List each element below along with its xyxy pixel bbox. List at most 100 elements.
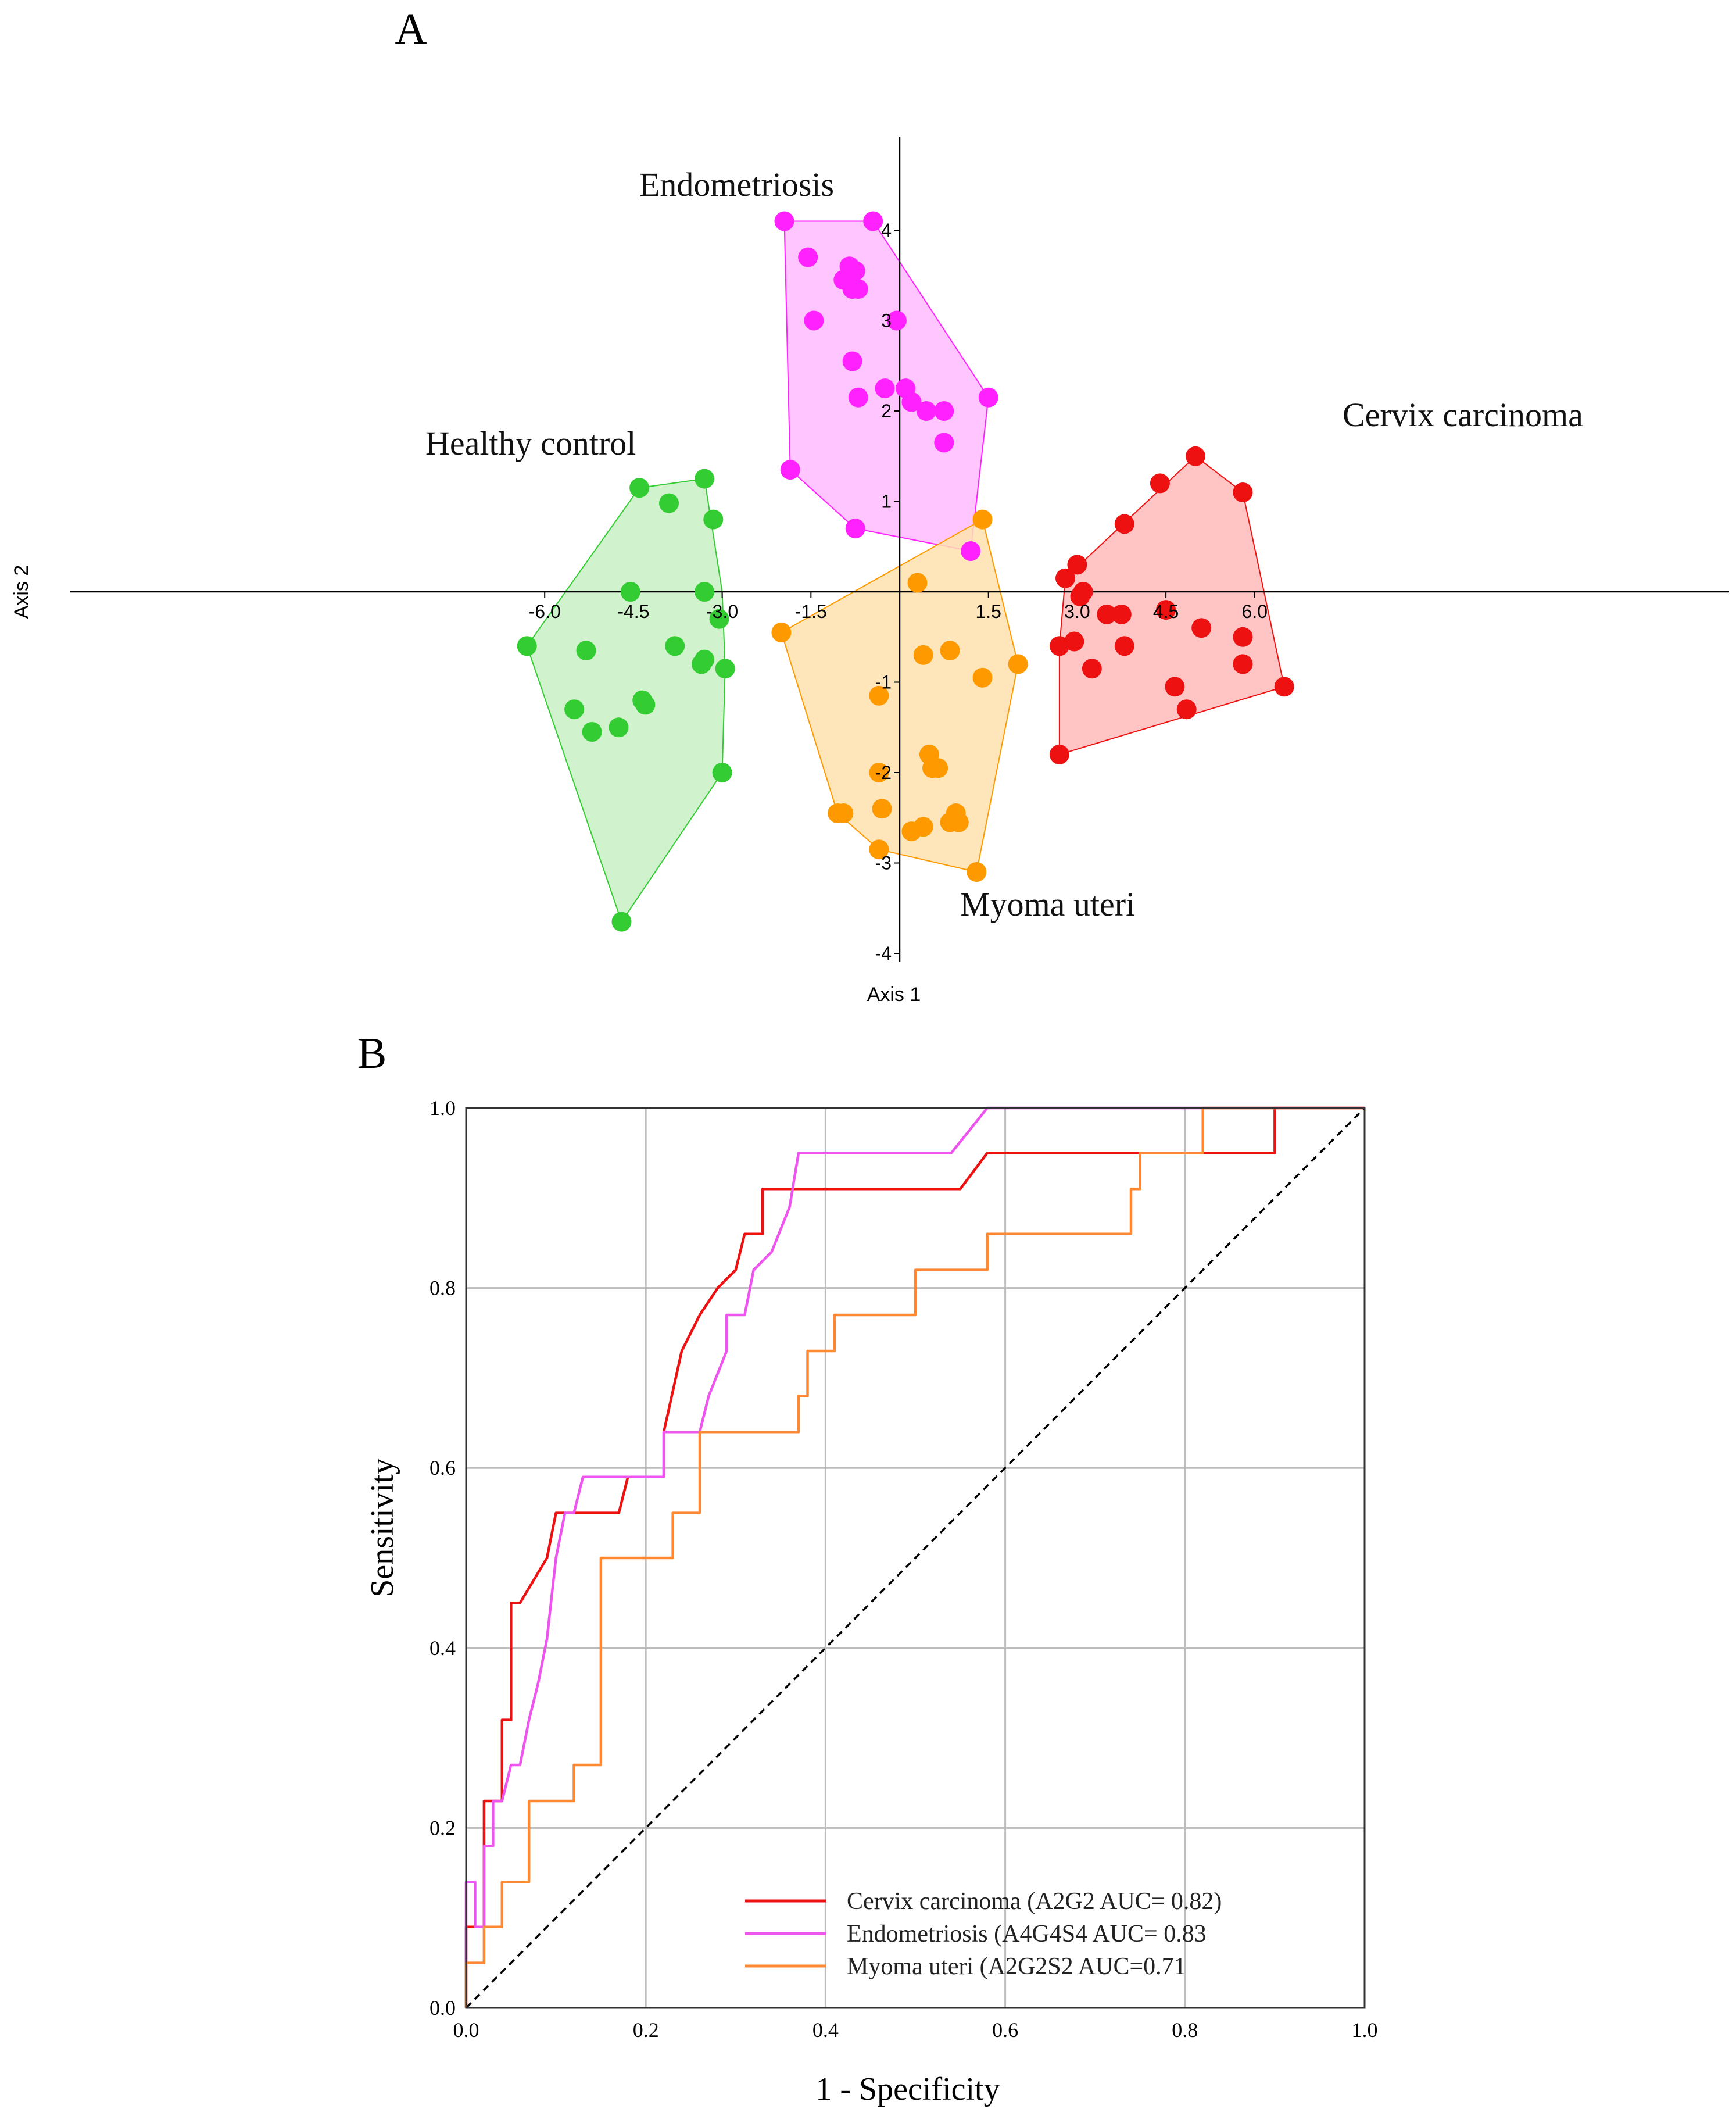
y-tick-label-a: -2 (875, 762, 892, 783)
point-myoma-uteri-14 (872, 799, 892, 819)
group-label-myoma-uteri: Myoma uteri (960, 885, 1135, 923)
tick-labels-b: 0.0 0.2 0.4 0.6 0.8 1.0 0.0 0.2 0.4 0.6 0.8 1.0 (429, 1096, 1378, 2042)
point-endometriosis-16 (934, 401, 954, 421)
hull-healthy-control (526, 478, 726, 923)
point-cervix-carcinoma-8 (1097, 604, 1117, 624)
point-endometriosis-13 (848, 387, 868, 408)
roc-curve-endometriosis (464, 1106, 1365, 2008)
y-tick-label-a: -3 (875, 853, 892, 874)
point-endometriosis-9 (886, 310, 907, 331)
point-healthy-control-5 (695, 582, 715, 602)
group-label-cervix-carcinoma: Cervix carcinoma (1343, 396, 1583, 434)
y-axis-title-a: Axis 2 (10, 565, 33, 619)
group-label-endometriosis: Endometriosis (639, 166, 834, 203)
y-tick-label-b: 0.2 (429, 1816, 456, 1839)
point-endometriosis-14 (901, 392, 922, 412)
y-tick-label-a: 3 (881, 310, 892, 331)
point-healthy-control-7 (576, 641, 596, 661)
point-healthy-control-1 (695, 469, 715, 489)
x-tick-label-b: 0.6 (992, 2018, 1018, 2042)
point-myoma-uteri-2 (771, 623, 792, 642)
point-cervix-carcinoma-14 (1064, 631, 1084, 652)
point-healthy-control-0 (629, 478, 650, 498)
y-tick-label-b: 0.8 (429, 1277, 456, 1300)
point-cervix-carcinoma-15 (1114, 636, 1134, 656)
point-endometriosis-10 (842, 351, 862, 371)
plot-frame-b (465, 1107, 1366, 2009)
point-cervix-carcinoma-7 (1070, 586, 1090, 606)
x-axis-title-b: 1 - Specificity (815, 2071, 1000, 2107)
point-healthy-control-10 (692, 654, 711, 674)
y-tick-label-b: 1.0 (429, 1096, 456, 1120)
point-endometriosis-15 (916, 401, 936, 421)
point-healthy-control-2 (659, 493, 679, 513)
x-tick-label-a: -1.5 (795, 601, 827, 622)
point-myoma-uteri-3 (913, 645, 933, 665)
point-healthy-control-14 (635, 695, 656, 715)
point-healthy-control-6 (709, 609, 729, 629)
point-cervix-carcinoma-12 (1233, 627, 1253, 647)
point-healthy-control-3 (703, 509, 724, 530)
data-points (517, 211, 1294, 932)
panel-a-pca-plot: -6.0 -4.5 -3.0 -1.5 1.5 3.0 4.5 6.0 -4 -3 -2 -1 1 2 3 4… (10, 137, 1729, 1006)
point-healthy-control-18 (517, 636, 537, 656)
point-endometriosis-18 (934, 433, 954, 453)
x-tick-label-a: 3.0 (1064, 601, 1090, 622)
point-myoma-uteri-21 (967, 862, 987, 882)
x-tick-label-a: 4.5 (1153, 601, 1179, 622)
x-tick-label-b: 0.2 (633, 2018, 659, 2042)
point-cervix-carcinoma-18 (1165, 677, 1185, 697)
y-tick-label-a: -1 (875, 672, 892, 693)
point-myoma-uteri-19 (901, 821, 922, 842)
point-endometriosis-21 (961, 541, 981, 561)
y-tick-label-a: 2 (881, 401, 892, 421)
y-tick-label-b: 0.0 (429, 1996, 456, 2020)
point-myoma-uteri-17 (940, 812, 960, 832)
point-healthy-control-11 (715, 659, 735, 679)
y-tick-label-a: 4 (881, 220, 892, 241)
point-myoma-uteri-13 (833, 803, 854, 823)
legend-label-1: Endometriosis (A4G4S4 AUC= 0.83 (847, 1921, 1207, 1947)
legend-label-0: Cervix carcinoma (A2G2 AUC= 0.82) (847, 1888, 1222, 1915)
point-myoma-uteri-0 (972, 509, 993, 530)
point-cervix-carcinoma-4 (1067, 555, 1087, 575)
point-cervix-carcinoma-17 (1082, 659, 1102, 679)
x-tick-label-a: -4.5 (617, 601, 649, 622)
point-endometriosis-8 (804, 310, 824, 331)
point-cervix-carcinoma-1 (1150, 473, 1170, 494)
point-endometriosis-1 (863, 211, 883, 231)
point-cervix-carcinoma-21 (1049, 744, 1069, 764)
legend: Cervix carcinoma (A2G2 AUC= 0.82) Endomet… (745, 1888, 1222, 1980)
point-myoma-uteri-20 (869, 839, 889, 860)
point-myoma-uteri-1 (907, 573, 928, 593)
point-cervix-carcinoma-9 (1111, 604, 1132, 624)
point-cervix-carcinoma-5 (1055, 568, 1075, 588)
point-healthy-control-8 (665, 636, 685, 656)
roc-curves (464, 1106, 1366, 2009)
x-tick-label-b: 0.0 (453, 2018, 479, 2042)
roc-curve-myoma-uteri (464, 1106, 1365, 2008)
y-tick-label-a: -4 (875, 943, 892, 964)
point-cervix-carcinoma-10 (1156, 600, 1176, 620)
y-tick-label-b: 0.6 (429, 1456, 456, 1479)
legend-label-2: Myoma uteri (A2G2S2 AUC=0.71 (847, 1953, 1186, 1980)
axes-a (70, 137, 1729, 962)
point-healthy-control-15 (582, 722, 602, 742)
x-tick-label-a: -3.0 (706, 601, 738, 622)
x-tick-label-a: 6.0 (1242, 601, 1268, 622)
point-cervix-carcinoma-2 (1233, 482, 1253, 502)
point-endometriosis-7 (848, 279, 868, 299)
point-myoma-uteri-6 (972, 667, 993, 688)
point-endometriosis-17 (978, 387, 998, 408)
panel-label-b: B (357, 1029, 387, 1078)
x-tick-label-a: -6.0 (529, 601, 561, 622)
point-myoma-uteri-4 (940, 641, 960, 661)
reference-diagonal (465, 1107, 1366, 2009)
point-cervix-carcinoma-11 (1191, 618, 1212, 638)
point-myoma-uteri-10 (928, 758, 948, 778)
panel-b-roc-plot: 0.0 0.2 0.4 0.6 0.8 1.0 0.0 0.2 0.4 0.6 0.8 1.0 1 -… (364, 1096, 1378, 2107)
y-tick-label-a: 1 (881, 491, 892, 512)
x-tick-label-b: 1.0 (1352, 2018, 1378, 2042)
panel-label-a: A (395, 5, 427, 53)
